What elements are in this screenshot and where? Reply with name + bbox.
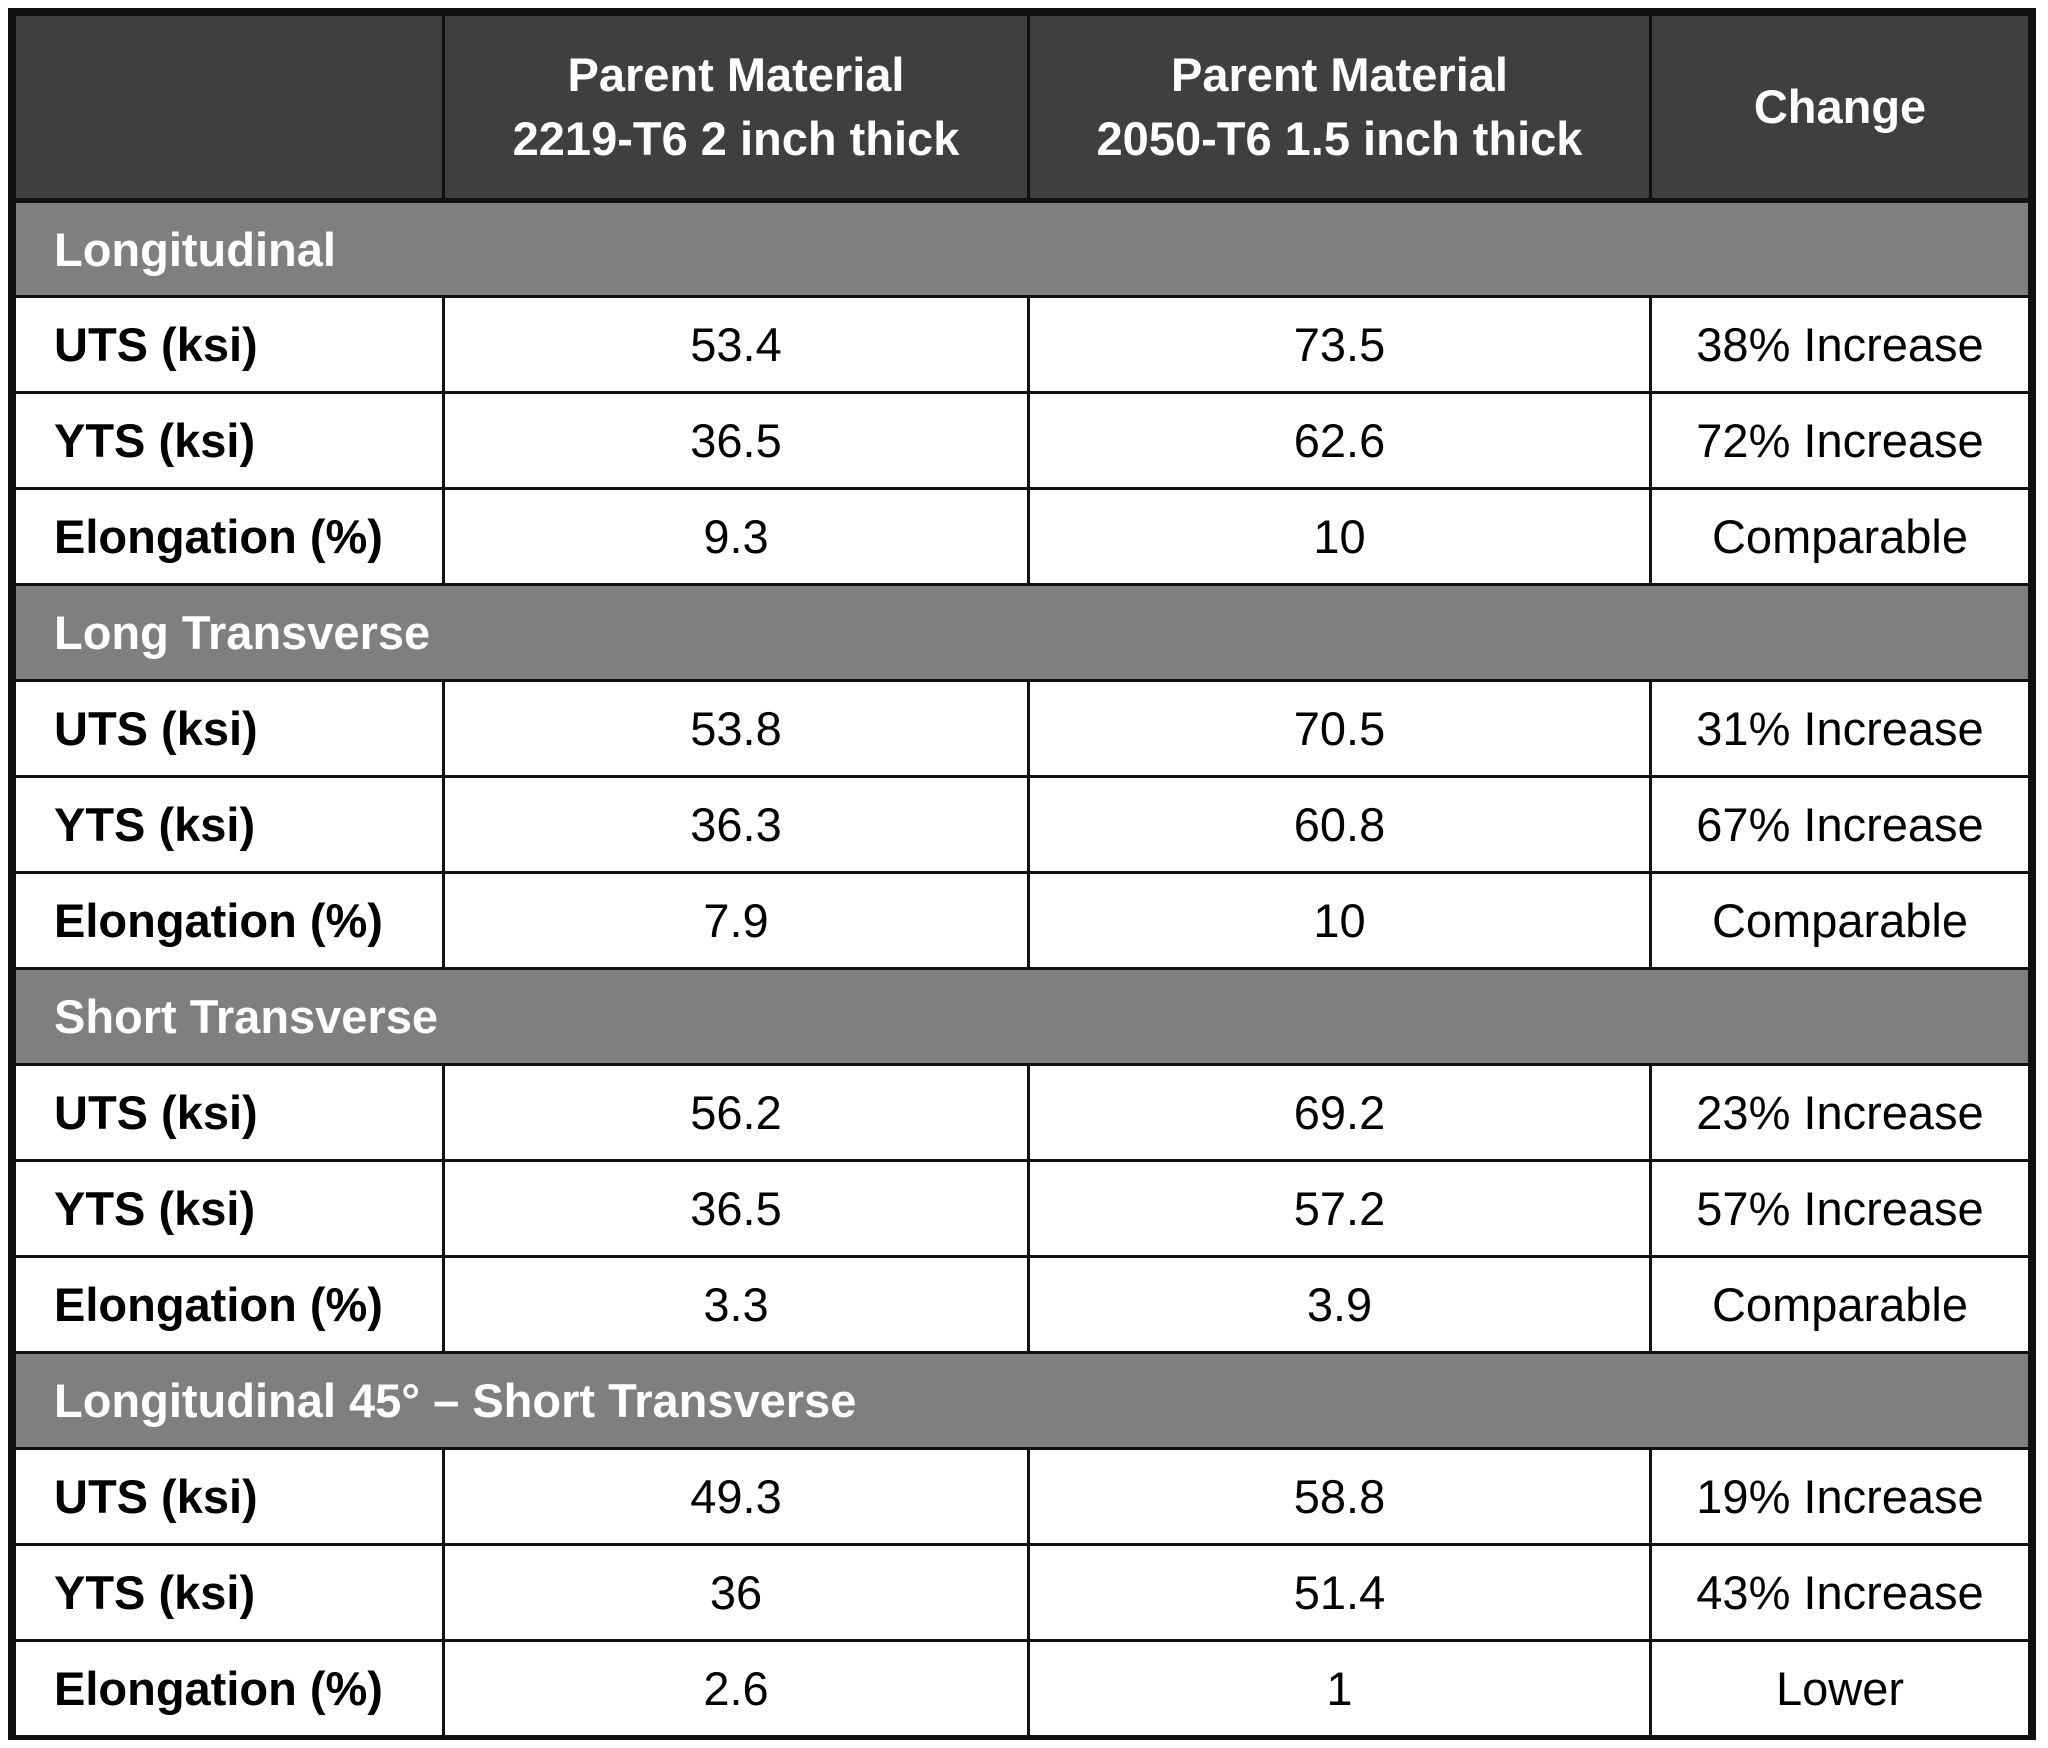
section-row: Long Transverse	[13, 583, 2031, 682]
value-2219: 7.9	[442, 871, 1030, 970]
section-title: Long Transverse	[13, 583, 2031, 682]
value-2219: 56.2	[442, 1063, 1030, 1162]
change-value: Comparable	[1649, 871, 2031, 970]
value-2219: 53.4	[442, 295, 1030, 394]
metric-label: UTS (ksi)	[13, 295, 445, 394]
table-row: YTS (ksi) 36 51.4 43% Increase	[13, 1543, 2031, 1642]
table-row: YTS (ksi) 36.5 62.6 72% Increase	[13, 391, 2031, 490]
value-2219: 3.3	[442, 1255, 1030, 1354]
table-row: UTS (ksi) 56.2 69.2 23% Increase	[13, 1063, 2031, 1162]
change-value: 19% Increase	[1649, 1447, 2031, 1546]
metric-label: Elongation (%)	[13, 487, 445, 586]
value-2050: 10	[1027, 871, 1652, 970]
change-value: 72% Increase	[1649, 391, 2031, 490]
table-row: Elongation (%) 9.3 10 Comparable	[13, 487, 2031, 586]
value-2219: 36	[442, 1543, 1030, 1642]
value-2050: 70.5	[1027, 679, 1652, 778]
metric-label: UTS (ksi)	[13, 679, 445, 778]
value-2219: 36.3	[442, 775, 1030, 874]
header-2050-line1: Parent Material	[1171, 48, 1508, 101]
value-2050: 3.9	[1027, 1255, 1652, 1354]
metric-label: UTS (ksi)	[13, 1447, 445, 1546]
change-value: 57% Increase	[1649, 1159, 2031, 1258]
value-2219: 49.3	[442, 1447, 1030, 1546]
metric-label: Elongation (%)	[13, 1639, 445, 1738]
metric-label: Elongation (%)	[13, 871, 445, 970]
table-row: Elongation (%) 2.6 1 Lower	[13, 1639, 2031, 1738]
section-row: Longitudinal	[13, 199, 2031, 298]
header-2050-t6: Parent Material 2050-T6 1.5 inch thick	[1027, 13, 1652, 203]
section-title: Longitudinal 45° – Short Transverse	[13, 1351, 2031, 1450]
change-value: 67% Increase	[1649, 775, 2031, 874]
value-2219: 2.6	[442, 1639, 1030, 1738]
table-row: UTS (ksi) 53.8 70.5 31% Increase	[13, 679, 2031, 778]
table-row: YTS (ksi) 36.3 60.8 67% Increase	[13, 775, 2031, 874]
value-2050: 58.8	[1027, 1447, 1652, 1546]
section-title: Short Transverse	[13, 967, 2031, 1066]
change-value: 38% Increase	[1649, 295, 2031, 394]
section-title: Longitudinal	[13, 199, 2031, 298]
table-row: Elongation (%) 3.3 3.9 Comparable	[13, 1255, 2031, 1354]
table-row: Elongation (%) 7.9 10 Comparable	[13, 871, 2031, 970]
value-2050: 60.8	[1027, 775, 1652, 874]
header-2219-line2: 2219-T6 2 inch thick	[512, 112, 960, 165]
value-2050: 73.5	[1027, 295, 1652, 394]
metric-label: YTS (ksi)	[13, 1543, 445, 1642]
section-row: Longitudinal 45° – Short Transverse	[13, 1351, 2031, 1450]
metric-label: Elongation (%)	[13, 1255, 445, 1354]
table-row: UTS (ksi) 49.3 58.8 19% Increase	[13, 1447, 2031, 1546]
header-2219-line1: Parent Material	[567, 48, 905, 101]
value-2219: 36.5	[442, 1159, 1030, 1258]
change-value: 43% Increase	[1649, 1543, 2031, 1642]
header-change: Change	[1649, 13, 2031, 203]
table-row: UTS (ksi) 53.4 73.5 38% Increase	[13, 295, 2031, 394]
value-2219: 53.8	[442, 679, 1030, 778]
table-row: YTS (ksi) 36.5 57.2 57% Increase	[13, 1159, 2031, 1258]
value-2219: 36.5	[442, 391, 1030, 490]
section-row: Short Transverse	[13, 967, 2031, 1066]
metric-label: YTS (ksi)	[13, 391, 445, 490]
value-2050: 1	[1027, 1639, 1652, 1738]
value-2050: 10	[1027, 487, 1652, 586]
value-2050: 69.2	[1027, 1063, 1652, 1162]
header-2219-t6: Parent Material 2219-T6 2 inch thick	[442, 13, 1030, 203]
change-value: Comparable	[1649, 487, 2031, 586]
table-body: Longitudinal UTS (ksi) 53.4 73.5 38% Inc…	[13, 199, 2031, 1738]
table-header-row: Parent Material 2219-T6 2 inch thick Par…	[13, 13, 2031, 203]
metric-label: UTS (ksi)	[13, 1063, 445, 1162]
value-2219: 9.3	[442, 487, 1030, 586]
header-blank-cell	[13, 13, 445, 203]
value-2050: 57.2	[1027, 1159, 1652, 1258]
properties-table-container: Parent Material 2219-T6 2 inch thick Par…	[8, 8, 2036, 1740]
header-2050-line2: 2050-T6 1.5 inch thick	[1096, 112, 1583, 165]
metric-label: YTS (ksi)	[13, 775, 445, 874]
change-value: Lower	[1649, 1639, 2031, 1738]
change-value: 23% Increase	[1649, 1063, 2031, 1162]
metric-label: YTS (ksi)	[13, 1159, 445, 1258]
value-2050: 51.4	[1027, 1543, 1652, 1642]
change-value: 31% Increase	[1649, 679, 2031, 778]
value-2050: 62.6	[1027, 391, 1652, 490]
change-value: Comparable	[1649, 1255, 2031, 1354]
material-properties-table: Parent Material 2219-T6 2 inch thick Par…	[13, 13, 2031, 1738]
